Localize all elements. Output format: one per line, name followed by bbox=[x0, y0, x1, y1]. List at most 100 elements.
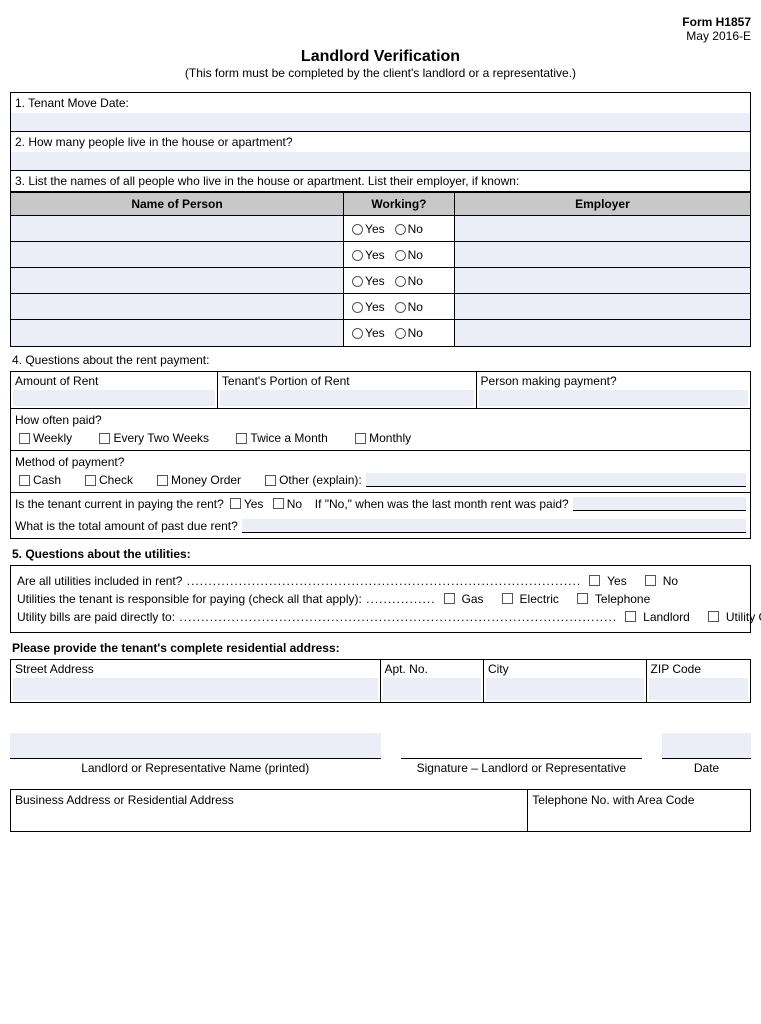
business-grid: Business Address or Residential Address … bbox=[10, 789, 751, 832]
sig-signature-cell: Signature – Landlord or Representative bbox=[401, 733, 643, 775]
name-input[interactable] bbox=[11, 268, 344, 294]
employer-input[interactable] bbox=[454, 320, 750, 346]
current-yes-checkbox[interactable] bbox=[230, 498, 241, 509]
portion-cell: Tenant's Portion of Rent bbox=[218, 372, 477, 408]
landlord-checkbox[interactable] bbox=[625, 611, 636, 622]
how-often-row: How often paid? Weekly Every Two Weeks T… bbox=[10, 408, 751, 451]
employer-input[interactable] bbox=[454, 294, 750, 320]
city-label: City bbox=[484, 660, 646, 678]
street-label: Street Address bbox=[11, 660, 380, 678]
amount-input[interactable] bbox=[13, 390, 215, 406]
payer-label: Person making payment? bbox=[477, 372, 750, 390]
twice-checkbox[interactable] bbox=[236, 433, 247, 444]
yes-radio[interactable] bbox=[352, 224, 363, 235]
yes-radio[interactable] bbox=[352, 302, 363, 313]
table-row: Yes No bbox=[11, 320, 750, 346]
name-input[interactable] bbox=[11, 242, 344, 268]
weekly-checkbox[interactable] bbox=[19, 433, 30, 444]
other-checkbox[interactable] bbox=[265, 475, 276, 486]
check-checkbox[interactable] bbox=[85, 475, 96, 486]
working-cell: Yes No bbox=[344, 294, 455, 320]
biz-phone-label[interactable]: Telephone No. with Area Code bbox=[528, 790, 750, 831]
q2-input[interactable] bbox=[11, 152, 750, 170]
sig-date-label: Date bbox=[662, 759, 751, 775]
city-input[interactable] bbox=[486, 678, 644, 700]
q3-label: 3. List the names of all people who live… bbox=[11, 171, 750, 192]
no-radio[interactable] bbox=[395, 302, 406, 313]
employer-input[interactable] bbox=[454, 242, 750, 268]
th-working: Working? bbox=[344, 193, 455, 216]
util-no-checkbox[interactable] bbox=[645, 575, 656, 586]
employer-input[interactable] bbox=[454, 268, 750, 294]
address-grid: Street Address Apt. No. City ZIP Code bbox=[10, 659, 751, 703]
name-input[interactable] bbox=[11, 320, 344, 346]
other-explain-input[interactable] bbox=[366, 473, 746, 487]
util-line-1: Are all utilities included in rent? ....… bbox=[17, 574, 744, 588]
no-radio[interactable] bbox=[395, 328, 406, 339]
sig-date-cell: Date bbox=[662, 733, 751, 775]
sig-name-input[interactable] bbox=[10, 733, 381, 759]
employer-input[interactable] bbox=[454, 216, 750, 242]
telephone-checkbox[interactable] bbox=[577, 593, 588, 604]
util-line-3: Utility bills are paid directly to: ....… bbox=[17, 610, 744, 624]
portion-input[interactable] bbox=[220, 390, 474, 406]
form-date: May 2016-E bbox=[10, 29, 751, 43]
current-no-checkbox[interactable] bbox=[273, 498, 284, 509]
amount-label: Amount of Rent bbox=[11, 372, 217, 390]
q2-label: 2. How many people live in the house or … bbox=[11, 132, 750, 152]
sig-date-input[interactable] bbox=[662, 733, 751, 759]
working-cell: Yes No bbox=[344, 320, 455, 346]
zip-label: ZIP Code bbox=[647, 660, 750, 678]
table-row: Yes No bbox=[11, 216, 750, 242]
yes-radio[interactable] bbox=[352, 276, 363, 287]
q1-input[interactable] bbox=[11, 113, 750, 131]
table-row: Yes No bbox=[11, 294, 750, 320]
utilco-checkbox[interactable] bbox=[708, 611, 719, 622]
pastdue-input[interactable] bbox=[242, 519, 746, 533]
no-radio[interactable] bbox=[395, 276, 406, 287]
table-row: Yes No bbox=[11, 268, 750, 294]
sig-signature-input[interactable] bbox=[401, 733, 643, 759]
q1-section: 1. Tenant Move Date: bbox=[11, 93, 750, 132]
monthly-checkbox[interactable] bbox=[355, 433, 366, 444]
q1-label: 1. Tenant Move Date: bbox=[11, 93, 750, 113]
util-yes-checkbox[interactable] bbox=[589, 575, 600, 586]
q3-section: 3. List the names of all people who live… bbox=[11, 171, 750, 346]
amount-cell: Amount of Rent bbox=[11, 372, 218, 408]
biweekly-checkbox[interactable] bbox=[99, 433, 110, 444]
zip-cell: ZIP Code bbox=[647, 660, 750, 702]
last-month-input[interactable] bbox=[573, 497, 746, 511]
working-cell: Yes No bbox=[344, 216, 455, 242]
apt-input[interactable] bbox=[383, 678, 481, 700]
cash-checkbox[interactable] bbox=[19, 475, 30, 486]
gas-checkbox[interactable] bbox=[444, 593, 455, 604]
no-radio[interactable] bbox=[395, 250, 406, 261]
zip-input[interactable] bbox=[649, 678, 748, 700]
sig-signature-label: Signature – Landlord or Representative bbox=[401, 759, 643, 775]
pastdue-label: What is the total amount of past due ren… bbox=[15, 519, 238, 533]
form-header: Form H1857 May 2016-E bbox=[10, 15, 751, 43]
apt-label: Apt. No. bbox=[381, 660, 483, 678]
ifno-label: If "No," when was the last month rent wa… bbox=[315, 497, 569, 511]
biz-addr-label[interactable]: Business Address or Residential Address bbox=[11, 790, 528, 831]
table-row: Yes No bbox=[11, 242, 750, 268]
yes-radio[interactable] bbox=[352, 250, 363, 261]
title-block: Landlord Verification (This form must be… bbox=[10, 48, 751, 80]
payer-input[interactable] bbox=[479, 390, 748, 406]
working-cell: Yes No bbox=[344, 268, 455, 294]
current-label: Is the tenant current in paying the rent… bbox=[15, 497, 224, 511]
signature-row: Landlord or Representative Name (printed… bbox=[10, 733, 751, 775]
utilities-box: Are all utilities included in rent? ....… bbox=[10, 565, 751, 633]
yes-radio[interactable] bbox=[352, 328, 363, 339]
electric-checkbox[interactable] bbox=[502, 593, 513, 604]
util-line-2: Utilities the tenant is responsible for … bbox=[17, 592, 744, 606]
no-radio[interactable] bbox=[395, 224, 406, 235]
mo-checkbox[interactable] bbox=[157, 475, 168, 486]
current-pastdue-row: Is the tenant current in paying the rent… bbox=[10, 493, 751, 539]
name-input[interactable] bbox=[11, 216, 344, 242]
how-often-label: How often paid? bbox=[15, 411, 746, 429]
street-cell: Street Address bbox=[11, 660, 381, 702]
street-input[interactable] bbox=[13, 678, 378, 700]
name-input[interactable] bbox=[11, 294, 344, 320]
sec5-title: 5. Questions about the utilities: bbox=[10, 539, 751, 565]
